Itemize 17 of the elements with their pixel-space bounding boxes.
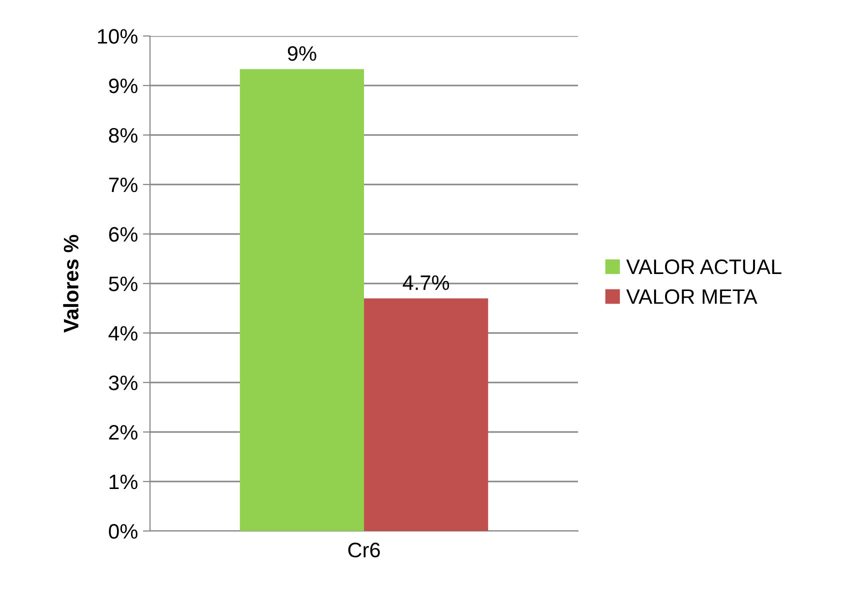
y-tick-label: 6%: [109, 227, 138, 242]
y-tick-label: 7%: [109, 178, 138, 192]
y-tick-label: 2%: [109, 425, 138, 440]
y-tick-label: 0%: [108, 524, 138, 539]
y-tick-label: 4%: [108, 326, 138, 341]
y-axis-title: Valores %: [63, 234, 78, 333]
y-tick-label: 9%: [109, 78, 138, 94]
y-tick-label: 10%: [98, 29, 138, 44]
legend-label: VALOR ACTUAL: [626, 259, 782, 274]
x-tick-label: Cr6: [348, 542, 380, 558]
legend-label: VALOR META: [626, 289, 758, 304]
y-tick-label: 1%: [110, 474, 138, 490]
y-tick-label: 5%: [108, 276, 138, 292]
y-tick-label: 8%: [108, 128, 138, 143]
data-label: 9%: [288, 46, 316, 61]
data-label: 4.7%: [402, 275, 450, 290]
y-tick-label: 3%: [108, 376, 138, 390]
